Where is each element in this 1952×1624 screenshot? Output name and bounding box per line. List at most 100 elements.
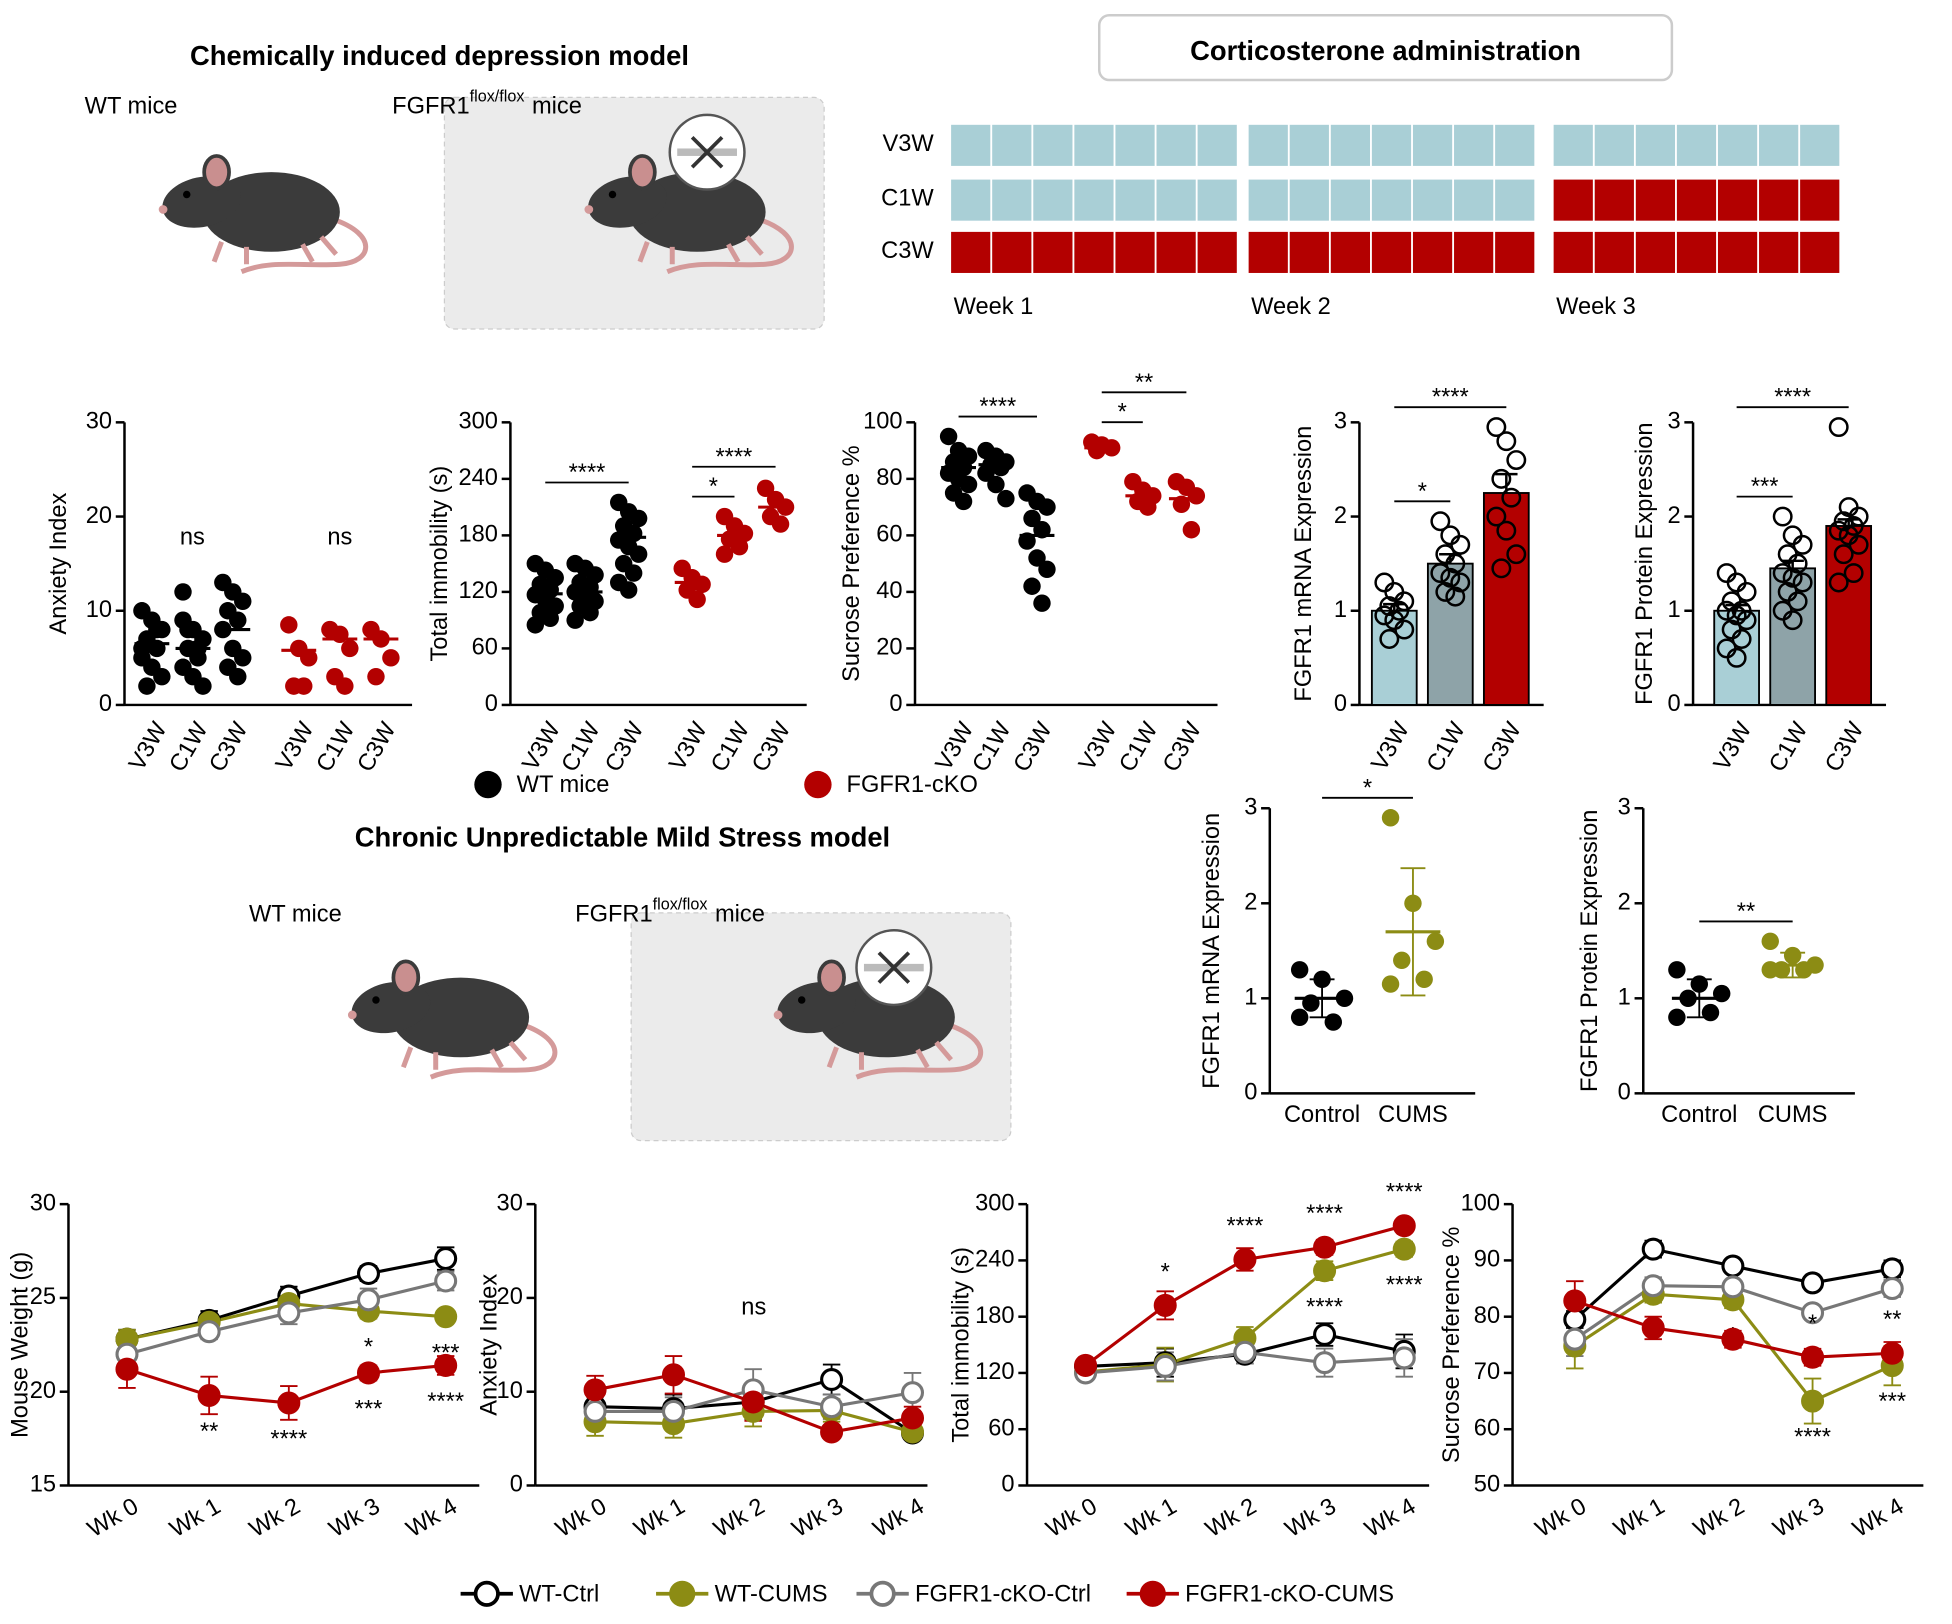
data-point xyxy=(1392,1237,1416,1261)
day-cell xyxy=(1759,231,1799,273)
data-point xyxy=(820,1420,844,1444)
y-axis-label: FGFR1 Protein Expression xyxy=(1632,422,1658,704)
row-label: C3W xyxy=(881,238,934,264)
sig-label: ** xyxy=(1135,370,1153,396)
x-tick-label: V3W xyxy=(1709,717,1757,775)
data-point xyxy=(1833,544,1854,565)
x-tick-label: C3W xyxy=(747,717,796,776)
data-point xyxy=(997,489,1015,508)
data-point xyxy=(1313,1351,1337,1375)
data-point xyxy=(1426,932,1445,951)
data-point xyxy=(1787,591,1808,612)
data-point xyxy=(1880,1341,1904,1365)
y-tick-label: 40 xyxy=(876,578,902,604)
superscript: flox/flox xyxy=(470,88,525,106)
day-cell xyxy=(1717,124,1758,166)
data-point xyxy=(1726,647,1747,668)
data-point xyxy=(1848,534,1869,555)
sig-label: * xyxy=(1418,479,1427,505)
x-tick-label: C3W xyxy=(205,717,254,776)
legend-label: WT mice xyxy=(517,772,610,798)
x-tick-label: V3W xyxy=(1367,717,1415,775)
data-point xyxy=(1430,563,1451,584)
day-cell xyxy=(1717,179,1758,221)
day-cell xyxy=(1115,179,1155,221)
data-point xyxy=(197,1383,221,1407)
data-point xyxy=(1379,629,1400,649)
y-axis-label: Total immobility (s) xyxy=(427,466,453,662)
data-point xyxy=(1393,951,1411,970)
y-axis-label: FGFR1 mRNA Expression xyxy=(1199,813,1225,1089)
y-tick-label: 3 xyxy=(1244,795,1257,821)
x-tick-label: Wk 1 xyxy=(1122,1494,1182,1543)
data-point xyxy=(1506,544,1527,565)
group-label: FGFR1flox/flox mice xyxy=(392,88,582,120)
data-point xyxy=(197,1320,221,1344)
x-tick-label: Wk 0 xyxy=(1042,1494,1102,1543)
data-point xyxy=(820,1368,844,1392)
data-point xyxy=(688,590,706,609)
knockout-icon xyxy=(854,928,934,1007)
data-point xyxy=(735,524,754,543)
day-cell xyxy=(1248,124,1288,166)
data-point xyxy=(367,667,385,686)
day-cell xyxy=(1371,179,1412,221)
y-tick-label: 0 xyxy=(1001,1472,1014,1498)
data-point xyxy=(1445,586,1466,607)
data-point xyxy=(619,581,638,599)
x-tick-label: Wk 3 xyxy=(1769,1494,1829,1543)
data-point xyxy=(138,677,156,695)
data-point xyxy=(229,611,247,629)
data-point xyxy=(1668,961,1686,979)
section-title: Chemically induced depression model xyxy=(190,40,689,71)
legend-label: WT-CUMS xyxy=(715,1581,828,1607)
data-point xyxy=(336,677,354,695)
data-point xyxy=(1074,1353,1098,1377)
data-point xyxy=(1736,610,1757,631)
data-point xyxy=(1563,1289,1587,1313)
y-tick-label: 2 xyxy=(1334,503,1347,529)
day-cell xyxy=(1115,124,1155,166)
data-point xyxy=(280,616,298,634)
sig-label: **** xyxy=(427,1389,464,1415)
sig-label: *** xyxy=(355,1397,383,1423)
data-point xyxy=(1801,1345,1825,1369)
data-point xyxy=(1782,610,1803,631)
sig-label: * xyxy=(1363,775,1372,801)
data-point xyxy=(1880,1277,1904,1301)
data-point xyxy=(1324,1013,1342,1031)
bar xyxy=(1769,567,1816,706)
annotation: ns xyxy=(180,524,205,550)
data-point xyxy=(1501,487,1522,508)
data-point xyxy=(1726,572,1747,593)
y-tick-label: 0 xyxy=(485,691,498,717)
legend-label: FGFR1-cKO-Ctrl xyxy=(915,1581,1091,1607)
data-point xyxy=(541,609,559,627)
day-cell xyxy=(1454,179,1494,221)
data-point xyxy=(1772,506,1793,527)
sig-label: *** xyxy=(1751,474,1779,500)
data-point xyxy=(229,667,247,686)
day-cell xyxy=(1635,231,1676,273)
y-tick-label: 1 xyxy=(1618,985,1631,1011)
data-point xyxy=(1182,521,1201,539)
data-point xyxy=(1801,1389,1825,1413)
data-point xyxy=(1828,417,1849,438)
y-tick-label: 1 xyxy=(1334,597,1347,623)
x-tick-label: Wk 4 xyxy=(1361,1494,1421,1543)
x-tick-label: Wk 3 xyxy=(1281,1494,1341,1543)
y-tick-label: 0 xyxy=(1334,691,1347,717)
data-point xyxy=(693,575,711,594)
day-cell xyxy=(1156,124,1196,166)
data-point xyxy=(1668,1008,1686,1027)
sig-label: **** xyxy=(715,444,752,470)
y-tick-label: 0 xyxy=(99,691,112,717)
y-axis-label: Sucrose Preference % xyxy=(1439,1227,1465,1464)
x-tick-label: V3W xyxy=(1074,717,1122,775)
data-point xyxy=(300,649,318,667)
data-point xyxy=(295,677,313,695)
legend-marker xyxy=(669,1580,696,1607)
data-point xyxy=(1787,553,1808,574)
data-point xyxy=(1313,1259,1337,1283)
day-cell xyxy=(1454,124,1494,166)
